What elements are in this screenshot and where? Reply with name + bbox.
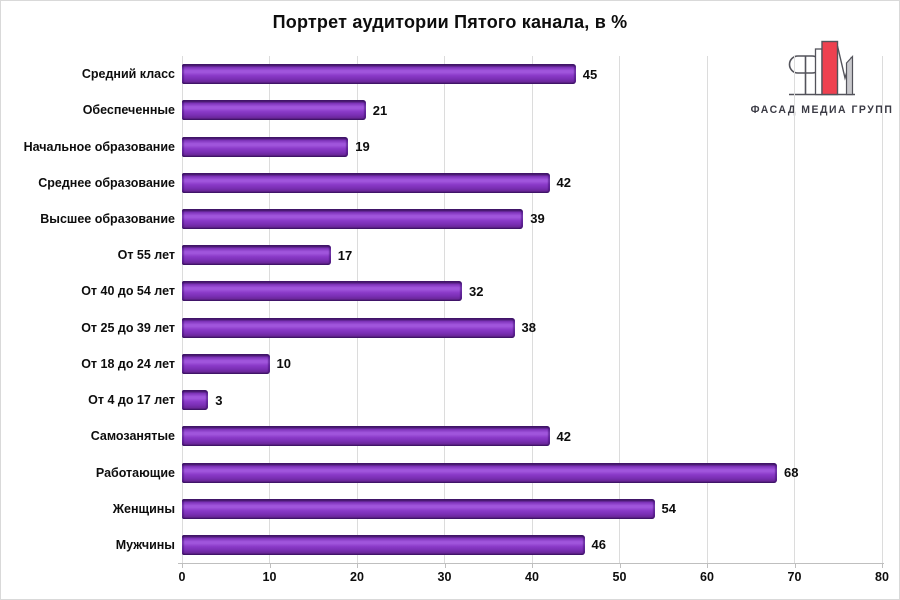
gridline-70 xyxy=(794,56,795,563)
bar-12 xyxy=(182,462,777,483)
category-label: Работающие xyxy=(95,465,175,480)
axis-tick-label: 60 xyxy=(700,570,714,584)
axis-tick xyxy=(794,563,796,568)
category-label: От 55 лет xyxy=(117,248,175,263)
category-label: От 40 до 54 лет xyxy=(81,284,175,299)
category-label: Начальное образование xyxy=(23,139,175,154)
bar-2 xyxy=(182,100,366,121)
value-label: 46 xyxy=(591,537,606,553)
bar-row: 10 xyxy=(182,346,899,382)
bar-row: 45 xyxy=(182,56,899,92)
bar-row: 3 xyxy=(182,382,899,418)
value-label: 54 xyxy=(661,501,676,517)
gridline-80 xyxy=(881,56,883,563)
bar-1 xyxy=(182,64,576,85)
value-label: 42 xyxy=(556,428,571,444)
value-label: 45 xyxy=(582,66,598,82)
axis-tick-label: 0 xyxy=(178,570,186,584)
bar-row: 19 xyxy=(182,128,899,164)
bar-row: 32 xyxy=(182,273,899,309)
axis-tick xyxy=(707,563,708,568)
axis-tick xyxy=(444,563,446,568)
category-label: От 25 до 39 лет xyxy=(81,320,175,335)
gridline-20 xyxy=(356,56,358,563)
bar-14 xyxy=(182,534,585,555)
category-label: Среднее образование xyxy=(38,175,175,190)
bar-row: 54 xyxy=(182,491,899,527)
category-label: Средний класс xyxy=(81,67,175,82)
bar-7 xyxy=(182,281,462,302)
bar-13 xyxy=(182,498,655,519)
x-axis-line xyxy=(178,563,884,564)
value-label: 32 xyxy=(469,283,484,299)
value-label: 39 xyxy=(530,211,545,227)
axis-tick-label: 50 xyxy=(612,570,627,584)
value-label: 19 xyxy=(355,139,370,155)
axis-tick-label: 40 xyxy=(525,570,539,584)
value-label: 38 xyxy=(521,320,536,336)
gridlines-layer xyxy=(181,56,883,563)
gridline-0 xyxy=(181,56,183,563)
value-label: 3 xyxy=(215,392,223,408)
gridline-60 xyxy=(706,56,708,563)
category-label: Мужчины xyxy=(115,537,175,552)
bar-9 xyxy=(182,353,270,374)
bar-row: 17 xyxy=(182,237,899,273)
axis-tick xyxy=(269,563,271,568)
bar-10 xyxy=(182,390,209,411)
gridline-50 xyxy=(619,56,620,563)
bar-6 xyxy=(182,245,331,266)
category-label: Обеспеченные xyxy=(82,103,175,118)
bar-11 xyxy=(182,426,550,447)
category-label: От 18 до 24 лет xyxy=(81,356,175,371)
bar-row: 46 xyxy=(182,527,899,563)
axis-tick-label: 80 xyxy=(875,570,889,584)
bar-row: 38 xyxy=(182,310,899,346)
value-label: 10 xyxy=(276,356,291,372)
axis-tick xyxy=(182,563,183,568)
axis-tick xyxy=(532,563,533,568)
bar-5 xyxy=(182,208,524,229)
gridline-30 xyxy=(444,56,445,563)
value-label: 21 xyxy=(372,102,388,118)
bar-8 xyxy=(182,317,515,338)
category-label: Высшее образование xyxy=(40,211,175,226)
value-label: 42 xyxy=(556,175,571,191)
chart-title: Портрет аудитории Пятого канала, в % xyxy=(272,12,628,32)
axis-tick-label: 30 xyxy=(437,570,452,584)
company-logo-text: ФАСАД МЕДИА ГРУПП xyxy=(750,104,894,116)
category-label: Женщины xyxy=(112,501,175,516)
axis-tick xyxy=(619,563,621,568)
axis-tick-label: 10 xyxy=(262,570,277,584)
gridline-40 xyxy=(531,56,533,563)
value-label: 17 xyxy=(337,247,353,263)
bar-3 xyxy=(182,136,349,157)
bars-area: 45 21 19 42 39 17 32 38 10 3 42 68 54 46 xyxy=(182,56,899,563)
company-logo: ФАСАД МЕДИА ГРУПП xyxy=(746,37,898,116)
axis-tick-label: 70 xyxy=(787,570,802,584)
fm-monogram-icon xyxy=(788,40,855,96)
bar-row: 42 xyxy=(182,165,899,201)
bar-row: 42 xyxy=(182,418,899,454)
gridline-10 xyxy=(269,56,270,563)
category-label: Самозанятые xyxy=(90,429,175,444)
axis-tick xyxy=(357,563,358,568)
bar-row: 21 xyxy=(182,92,899,128)
bar-row: 68 xyxy=(182,454,899,490)
axis-tick xyxy=(882,563,883,568)
axis-tick-label: 20 xyxy=(350,570,364,584)
category-axis: Средний класс Обеспеченные Начальное образ… xyxy=(1,56,175,563)
value-label: 68 xyxy=(784,465,799,481)
bar-row: 39 xyxy=(182,201,899,237)
bar-4 xyxy=(182,172,550,193)
category-label: От 4 до 17 лет xyxy=(88,393,175,408)
